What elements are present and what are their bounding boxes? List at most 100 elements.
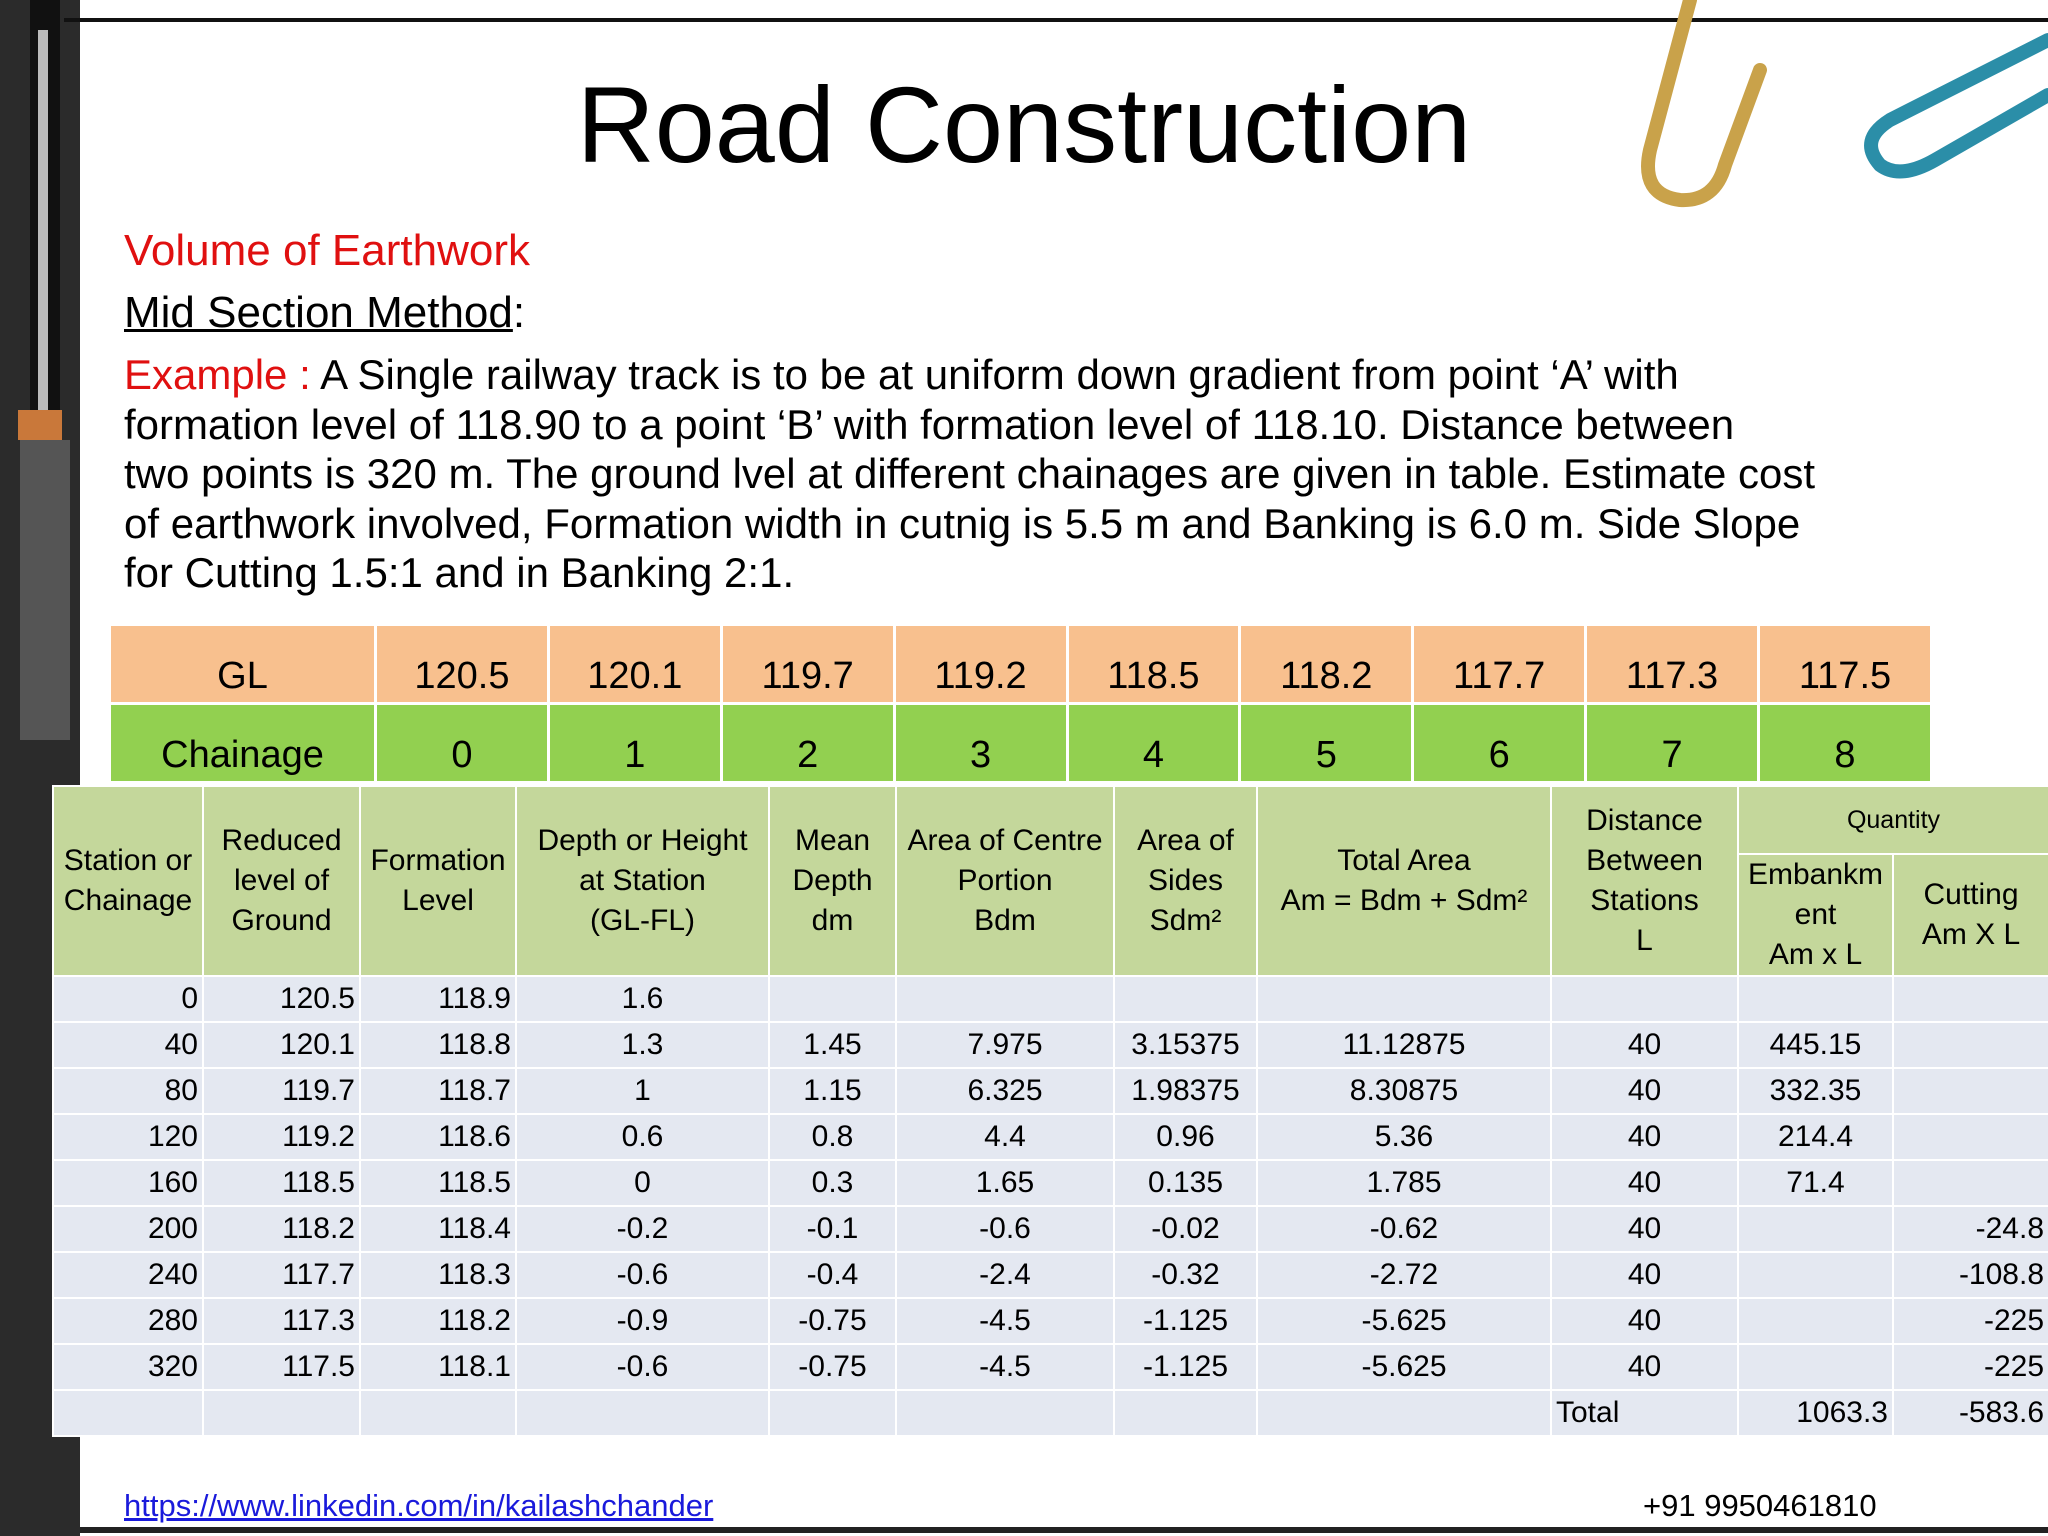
table-cell: 0 [515,1159,770,1207]
table-cell: -4.5 [895,1297,1115,1345]
table-cell: 118.2 [202,1205,361,1253]
given-cell: 8 [1757,702,1933,784]
table-cell: 1 [515,1067,770,1115]
table-cell [1737,1205,1894,1253]
table-cell [1256,1389,1552,1437]
table-cell: 1.98375 [1113,1067,1258,1115]
given-cell: 0 [374,702,550,784]
table-cell: 120 [52,1113,204,1161]
table-cell [895,1389,1115,1437]
total-row: Total 1063.3 -583.6 [52,1389,2048,1437]
example-line: of earthwork involved, Formation width i… [124,499,1815,549]
table-cell [1891,1067,2048,1115]
table-cell: 40 [52,1021,204,1069]
table-cell [1256,975,1552,1023]
column-header: Area of Centre Portion Bdm [895,785,1115,977]
subtitle: Volume of Earthwork [124,226,530,275]
table-cell: -2.72 [1256,1251,1552,1299]
given-row: Chainage 0 1 2 3 4 5 6 7 8 [108,702,1933,784]
table-cell: -0.62 [1256,1205,1552,1253]
table-cell: -225 [1891,1297,2048,1345]
table-row: 160 118.5 118.5 0 0.3 1.65 0.135 1.785 40 71.4 [52,1159,2048,1207]
given-cell: 120.5 [374,623,550,705]
table-row: 320 117.5 118.1 -0.6 -0.75 -4.5 -1.125 -5.625 40… [52,1343,2048,1391]
table-cell: 1.45 [768,1021,897,1069]
given-row: GL 120.5 120.1 119.7 119.2 118.5 118.2 117.7 117… [108,623,1933,705]
example: Example : A Single railway track is to b… [124,350,1815,598]
table-cell [1891,1159,2048,1207]
table-cell: 0.96 [1113,1113,1258,1161]
table-cell: 332.35 [1737,1067,1894,1115]
given-cell: 118.2 [1238,623,1415,705]
table-cell: -4.5 [895,1343,1115,1391]
table-cell: 40 [1550,1113,1739,1161]
table-cell: 1.785 [1256,1159,1552,1207]
column-header: Total Area Am = Bdm + Sdm² [1256,785,1552,977]
binder-band [18,410,62,440]
table-cell: 40 [1550,1343,1739,1391]
header-row: Station or Chainage Reduced level of Grou… [52,785,2048,977]
given-cell: 2 [719,702,896,784]
table-cell: 80 [52,1067,204,1115]
table-cell: 214.4 [1737,1113,1894,1161]
example-line: Example : A Single railway track is to b… [124,350,1815,400]
table-cell: 8.30875 [1256,1067,1552,1115]
table-row: 120 119.2 118.6 0.6 0.8 4.4 0.96 5.36 40 214.4 [52,1113,2048,1161]
example-text: two points is 320 m. The ground lvel at … [124,450,1816,497]
table-cell: 320 [52,1343,204,1391]
table-cell: -0.9 [515,1297,770,1345]
table-cell: 1.6 [515,975,770,1023]
table-cell: 117.5 [202,1343,361,1391]
table-row: 40 120.1 118.8 1.3 1.45 7.975 3.15375 11.12875 4… [52,1021,2048,1069]
link[interactable]: https://www.linkedin.com/in/kailashchand… [124,1488,714,1523]
table-cell [1113,1389,1258,1437]
table-cell: 120.1 [202,1021,361,1069]
table-cell: 0.135 [1113,1159,1258,1207]
example-line: for Cutting 1.5:1 and in Banking 2:1. [124,548,1815,598]
table-cell [1737,1343,1894,1391]
table-cell: -0.6 [895,1205,1115,1253]
table-row: 0 120.5 118.9 1.6 [52,975,2048,1023]
table-cell: 445.15 [1737,1021,1894,1069]
given-table: GL 120.5 120.1 119.7 119.2 118.5 118.2 117.7 117… [108,623,1933,784]
column-header: Cutting Am X L [1891,853,2048,977]
example-line: two points is 320 m. The ground lvel at … [124,449,1815,499]
paper-clip-gold [1641,0,1767,208]
paper-clip-blue [1864,33,2048,179]
table-cell [768,975,897,1023]
table-cell [359,1389,517,1437]
column-header: Mean Depth dm [768,785,897,977]
table-cell: 117.7 [202,1251,361,1299]
table-cell [1113,975,1258,1023]
table-row: 80 119.7 118.7 1 1.15 6.325 1.98375 8.30875 40 33… [52,1067,2048,1115]
table-cell: -0.75 [768,1343,897,1391]
column-header: Formation Level [359,785,517,977]
table-cell [515,1389,770,1437]
table-row: 200 118.2 118.4 -0.2 -0.1 -0.6 -0.02 -0.62 40 -24… [52,1205,2048,1253]
table-cell [1737,975,1894,1023]
table-cell: -1.125 [1113,1343,1258,1391]
phone: +91 9950461810 [1643,1488,1877,1523]
table-cell: 1.3 [515,1021,770,1069]
column-header: Area of Sides Sdm² [1113,785,1258,977]
given-cell: 117.5 [1757,623,1933,705]
table-cell: 40 [1550,1021,1739,1069]
given-cell: 119.2 [892,623,1069,705]
table-cell: 160 [52,1159,204,1207]
given-cell: 6 [1411,702,1588,784]
table-cell [202,1389,361,1437]
table-cell [52,1389,204,1437]
table-cell: 0.3 [768,1159,897,1207]
given-cell: 1 [546,702,723,784]
table-cell: -0.02 [1113,1205,1258,1253]
column-header: Embankm ent Am x L [1737,853,1894,977]
table-cell: -108.8 [1891,1251,2048,1299]
table-cell: 40 [1550,1251,1739,1299]
table-cell: 118.4 [359,1205,517,1253]
table-cell: 120.5 [202,975,361,1023]
heading-suffix: : [512,288,526,337]
example-text: A Single railway track is to be at unifo… [320,351,1679,398]
table-cell: 119.2 [202,1113,361,1161]
given-cell: 117.3 [1584,623,1760,705]
